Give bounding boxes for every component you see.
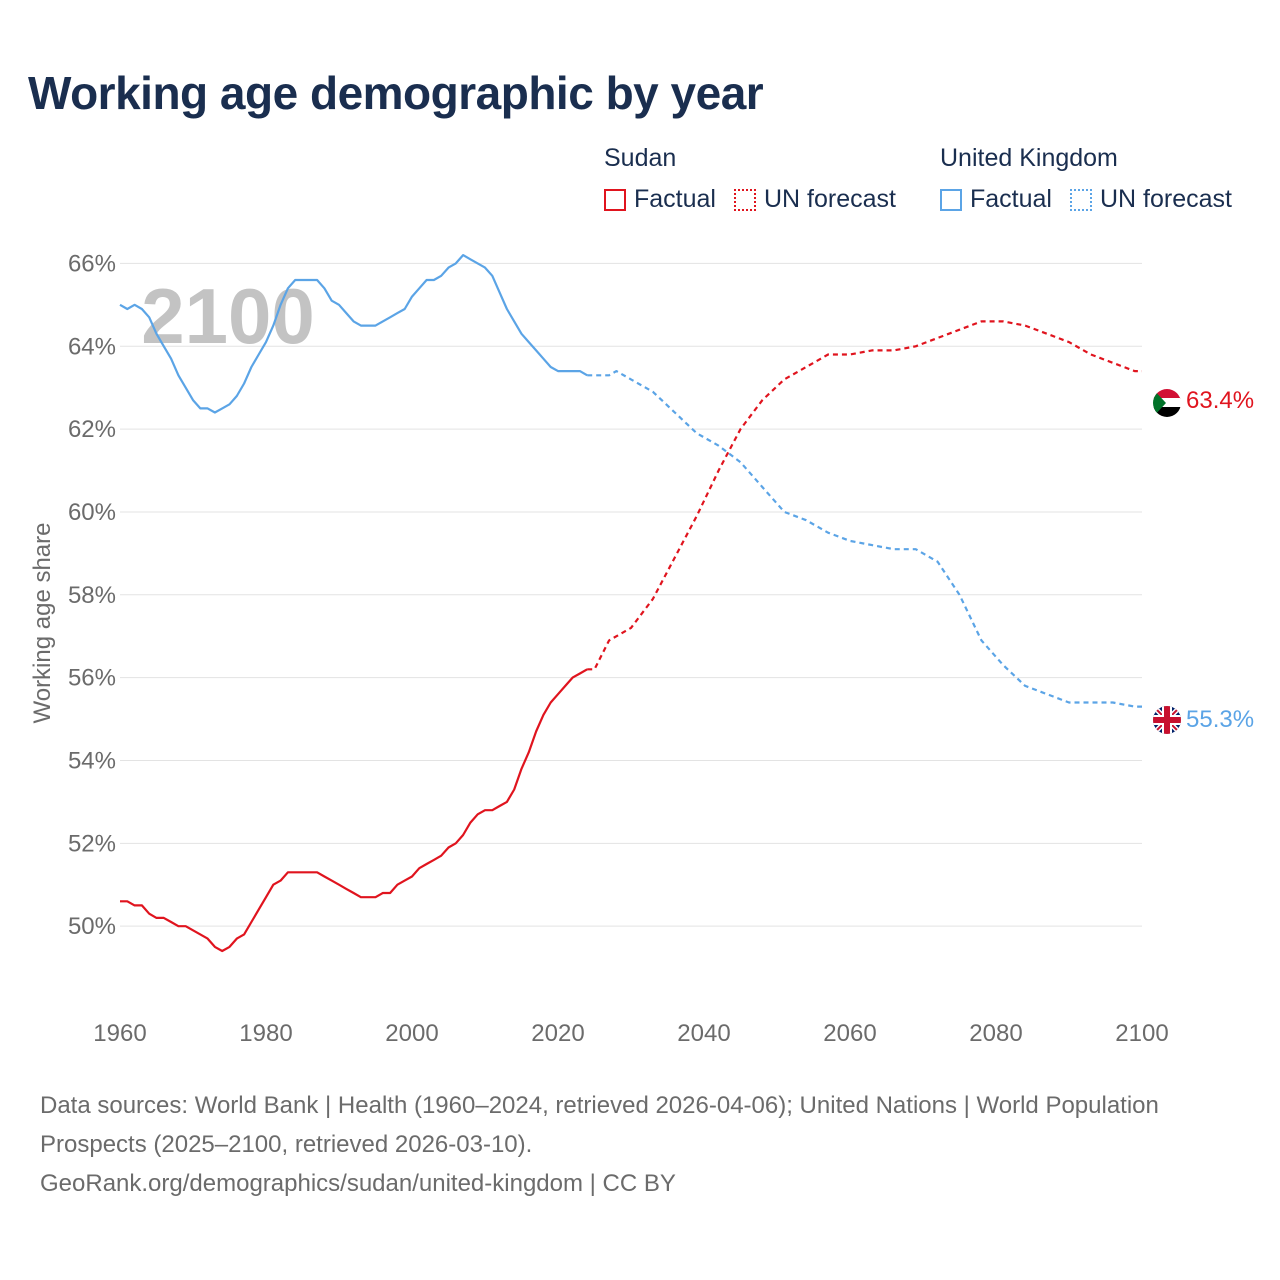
legend-swatch-dotted: [733, 188, 756, 211]
legend-country-name: United Kingdom: [940, 144, 1118, 172]
united-kingdom-forecast-line[interactable]: [587, 370, 1142, 708]
year-overlay: 2100: [141, 272, 315, 360]
legend-group-united-kingdom: United Kingdom Factual UN forecast: [940, 144, 1250, 214]
y-tick-label: 50%: [68, 913, 116, 940]
sudan-forecast-line[interactable]: [587, 320, 1142, 671]
legend-sudan-forecast[interactable]: UN forecast: [733, 185, 896, 214]
x-tick-label: 2060: [823, 1020, 876, 1047]
x-tick-label: 2100: [1115, 1020, 1168, 1047]
legend-label: UN forecast: [763, 185, 896, 213]
legend-label: Factual: [634, 185, 716, 213]
x-tick-label: 2080: [969, 1020, 1022, 1047]
x-tick-label: 1960: [93, 1020, 146, 1047]
legend-uk-factual[interactable]: Factual: [940, 185, 1052, 214]
y-axis: 50% 52% 54% 56% 58% 60% 62% 64% 66%: [68, 250, 116, 940]
y-tick-label: 56%: [68, 665, 116, 692]
gridlines: [120, 262, 1142, 927]
y-tick-label: 62%: [68, 416, 116, 443]
sudan-flag-icon: [1153, 389, 1181, 417]
x-tick-label: 2020: [531, 1020, 584, 1047]
y-axis-label: Working age share: [29, 523, 56, 724]
legend-label: Factual: [970, 185, 1052, 213]
united-kingdom-flag-icon: [1153, 706, 1181, 734]
legend-swatch-solid: [604, 188, 626, 211]
y-tick-label: 60%: [68, 499, 116, 526]
legend-sudan-factual[interactable]: Factual: [604, 185, 716, 214]
y-tick-label: 54%: [68, 747, 116, 774]
legend-swatch-dotted: [1069, 188, 1092, 211]
y-tick-label: 58%: [68, 582, 116, 609]
series-layer: [119, 254, 1142, 953]
data-sources-text: Data sources: World Bank | Health (1960–…: [40, 1092, 1159, 1158]
y-tick-label: 64%: [68, 333, 116, 360]
legend-label: UN forecast: [1099, 185, 1232, 213]
legend-uk-forecast[interactable]: UN forecast: [1069, 185, 1232, 214]
united-kingdom-factual-line[interactable]: [119, 254, 588, 414]
x-tick-label: 2000: [385, 1020, 438, 1047]
source-url-link[interactable]: GeoRank.org/demographics/sudan/united-ki…: [40, 1170, 676, 1197]
sudan-end-value-label: 63.4%: [1186, 387, 1254, 414]
x-tick-label: 2040: [677, 1020, 730, 1047]
footer: Data sources: World Bank | Health (1960–…: [40, 1086, 1220, 1203]
chart-title: Working age demographic by year: [28, 67, 764, 119]
sudan-factual-line[interactable]: [120, 668, 588, 953]
x-tick-label: 1980: [239, 1020, 292, 1047]
legend-country-name: Sudan: [604, 144, 677, 172]
x-axis: 1960 1980 2000 2020 2040 2060 2080 2100: [93, 1020, 1168, 1047]
y-tick-label: 66%: [68, 250, 116, 277]
united-kingdom-end-value-label: 55.3%: [1186, 706, 1254, 733]
legend-swatch-solid: [940, 188, 962, 211]
y-tick-label: 52%: [68, 830, 116, 857]
legend-group-sudan: Sudan Factual UN forecast: [604, 144, 914, 214]
